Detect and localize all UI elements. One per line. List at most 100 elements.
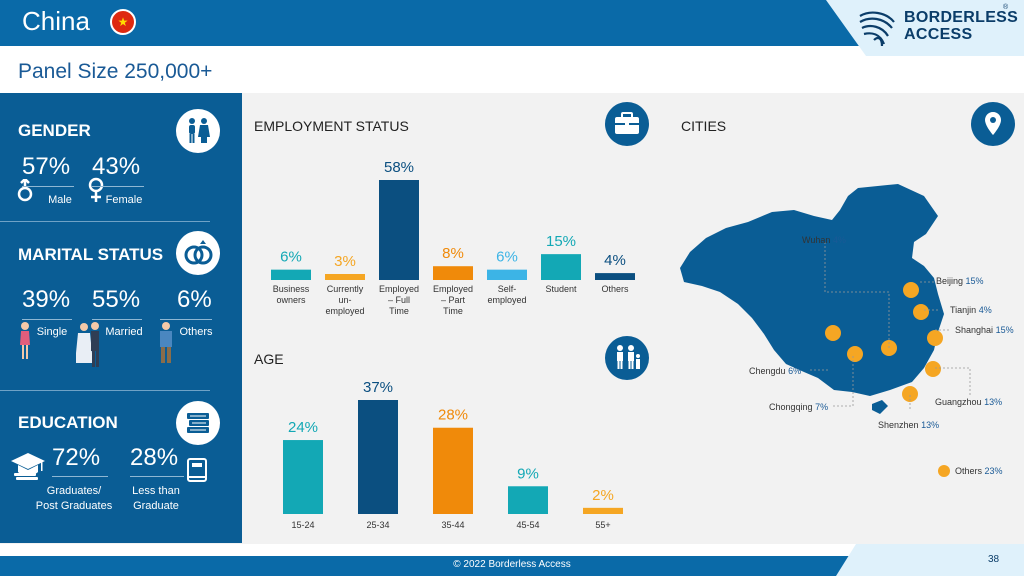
employment-value-label: 4% — [604, 252, 626, 269]
gender-title: GENDER — [18, 121, 91, 140]
employment-category-label: Self-employed — [487, 284, 526, 305]
male-symbol-icon — [17, 179, 33, 202]
city-name: Others — [955, 466, 983, 476]
family-icon — [605, 336, 649, 380]
city-label-shenzhen: Shenzhen 13% — [878, 420, 939, 430]
married-couple-icon — [76, 322, 99, 367]
city-name: Chengdu — [749, 366, 786, 376]
chengdu-dot — [825, 325, 841, 341]
city-leader-lines — [810, 242, 971, 410]
logo-text: BORDERLESS ACCESS — [904, 9, 1018, 43]
age-bar — [433, 427, 473, 514]
city-percent: 4% — [832, 235, 846, 245]
employment-category-label: Business owners — [273, 284, 310, 305]
married-underline — [92, 319, 142, 320]
page-number: 38 — [988, 554, 1000, 565]
employment-bar — [487, 269, 527, 280]
page-number-panel — [836, 544, 1024, 576]
tianjin-dot — [913, 304, 929, 320]
female-underline — [92, 186, 144, 187]
employment-category-label: Student — [545, 284, 577, 294]
married-label: Married — [105, 326, 143, 338]
city-name: Guangzhou — [935, 397, 982, 407]
others-marital-percent: 6% — [177, 286, 212, 313]
city-label-guangzhou: Guangzhou 13% — [935, 397, 1002, 407]
copyright-text: © 2022 Borderless Access — [453, 559, 571, 570]
marital-status-title: MARITAL STATUS — [18, 245, 164, 264]
employment-status-chart: 6% Business owners 3% Currently un-employed 58… — [271, 159, 635, 316]
less-label-line-1: Less than — [132, 485, 180, 497]
book-icon — [187, 458, 207, 482]
logo-line-1: BORDERLESS — [904, 9, 1019, 26]
gender-icon — [176, 109, 220, 153]
less-than-graduate-percent: 28% — [130, 444, 179, 471]
city-label-wuhan: Wuhan 4% — [802, 235, 846, 245]
age-category-label: 35-44 — [441, 520, 464, 530]
city-label-chongqing: Chongqing 7% — [769, 402, 828, 412]
guangzhou-dot — [925, 361, 941, 377]
less-label-line-2: Graduate — [133, 500, 179, 512]
employment-bar — [595, 273, 635, 280]
age-category-label: 15-24 — [291, 520, 314, 530]
graduates-label-line-1: Graduates/ — [46, 485, 102, 497]
panel-size-title: Panel Size 250,000+ — [18, 60, 213, 83]
chongqing-dot — [847, 346, 863, 362]
employment-category-label: Others — [601, 284, 629, 294]
city-name: Wuhan — [802, 235, 831, 245]
age-bar — [283, 440, 323, 514]
employment-category-label: Currently un-employed — [325, 284, 364, 316]
employment-value-label: 15% — [546, 233, 576, 250]
employment-bar — [325, 274, 365, 280]
employment-category-label: Employed – Full Time — [379, 284, 419, 316]
employment-value-label: 3% — [334, 253, 356, 270]
single-underline — [22, 319, 72, 320]
age-bar — [583, 507, 623, 514]
city-percent: 4% — [978, 305, 992, 315]
employment-status-title: EMPLOYMENT STATUS — [254, 118, 409, 134]
separator — [0, 221, 210, 222]
city-percent: 15% — [965, 276, 984, 286]
graduates-label-line-2: Post Graduates — [35, 500, 113, 512]
books-icon — [176, 401, 220, 445]
others-person-icon — [160, 322, 172, 363]
age-title: AGE — [254, 351, 284, 367]
age-bar — [358, 400, 398, 514]
age-value-label: 2% — [592, 487, 614, 504]
male-percent: 57% — [22, 153, 71, 180]
employment-value-label: 6% — [496, 249, 518, 266]
employment-bar — [433, 266, 473, 280]
shenzhen-dot — [902, 386, 918, 402]
employment-value-label: 58% — [384, 159, 414, 176]
age-bar — [508, 486, 548, 514]
age-category-label: 25-34 — [366, 520, 389, 530]
graduates-underline — [52, 476, 108, 477]
less-underline — [130, 476, 184, 477]
city-label-beijing: Beijing 15% — [936, 276, 984, 286]
male-label: Male — [48, 194, 72, 206]
city-name: Chongqing — [769, 402, 813, 412]
age-category-label: 45-54 — [516, 520, 539, 530]
employment-bar — [541, 254, 581, 280]
city-name: Shanghai — [955, 325, 994, 335]
age-chart: 24% 15-24 37% 25-34 28% 35-44 9% 45-54 2% 55+ — [283, 379, 623, 530]
age-value-label: 24% — [288, 419, 318, 436]
age-value-label: 37% — [363, 379, 393, 396]
others-underline — [160, 319, 212, 320]
city-name: Tianjin — [950, 305, 977, 315]
graduation-cap-icon — [11, 453, 45, 480]
employment-value-label: 6% — [280, 249, 302, 266]
footer-bar — [0, 556, 1024, 576]
female-symbol-icon — [88, 177, 104, 202]
cities-title: CITIES — [681, 118, 727, 134]
city-percent: 15% — [995, 325, 1014, 335]
city-label-shanghai: Shanghai 15% — [955, 325, 1014, 335]
age-value-label: 9% — [517, 465, 539, 482]
city-label-tianjin: Tianjin 4% — [950, 305, 992, 315]
country-title: China — [22, 6, 90, 36]
city-label-chengdu: Chengdu 6% — [749, 366, 801, 376]
male-underline — [22, 186, 74, 187]
married-percent: 55% — [92, 286, 141, 313]
employment-value-label: 8% — [442, 245, 464, 262]
city-percent: 13% — [984, 397, 1003, 407]
